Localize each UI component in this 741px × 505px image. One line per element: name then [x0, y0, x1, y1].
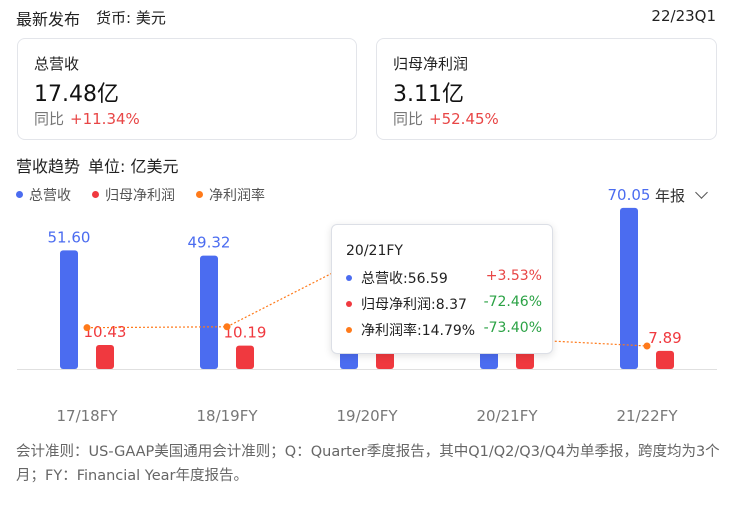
legend-dot [196, 191, 203, 198]
revenue-trend-title: 营收趋势 单位: 亿美元 [16, 153, 179, 177]
bar-revenue [60, 250, 78, 369]
tooltip-row-label: 净利润率:14.79% [361, 323, 476, 339]
legend-item-net-margin[interactable]: 净利润率 [196, 185, 265, 205]
yoy-value: +11.34% [70, 110, 140, 128]
yoy-value: +52.45% [429, 110, 499, 128]
unit-label: 单位: 亿美元 [88, 157, 179, 176]
data-label-net-profit: 7.89 [648, 329, 681, 347]
tooltip-row-label: 归母净利润:8.37 [361, 297, 467, 313]
legend-dot [92, 191, 99, 198]
card-value: 3.11亿 [393, 82, 464, 107]
tooltip-dot [346, 327, 352, 333]
period-dropdown[interactable]: 年报 [655, 185, 708, 206]
currency-label: 货币: 美元 [96, 9, 166, 27]
header: 最新发布 货币: 美元 22/23Q1 [16, 6, 716, 29]
tooltip-row-change: -73.40% [483, 320, 542, 336]
x-tick-label: 19/20FY [336, 407, 398, 425]
period-dropdown-label: 年报 [655, 187, 686, 205]
legend-label: 总营收 [29, 188, 71, 204]
trend-title: 营收趋势 [16, 157, 81, 176]
legend-item-net-profit[interactable]: 归母净利润 [92, 185, 175, 205]
data-label-net-profit: 10.19 [224, 324, 267, 342]
tooltip-row-change: -72.46% [483, 294, 542, 310]
legend-label: 净利润率 [209, 188, 265, 204]
tooltip-row-net-margin: 净利润率:14.79% -73.40% [346, 320, 542, 340]
revenue-card[interactable]: 总营收 17.48亿 同比 +11.34% [17, 38, 357, 140]
card-value: 17.48亿 [34, 82, 119, 107]
point-net-margin [223, 323, 231, 331]
tooltip-dot [346, 275, 352, 281]
point-net-margin [643, 342, 651, 350]
data-label-net-profit: 10.43 [84, 323, 127, 341]
data-label-revenue: 49.32 [188, 234, 231, 252]
bar-net-profit [96, 345, 114, 369]
tooltip-row-net-profit: 归母净利润:8.37 -72.46% [346, 294, 542, 314]
net-profit-card[interactable]: 归母净利润 3.11亿 同比 +52.45% [376, 38, 717, 140]
x-tick-label: 21/22FY [616, 407, 678, 425]
bar-net-profit [236, 345, 254, 369]
card-label: 总营收 [34, 55, 80, 73]
yoy-change: 同比 +11.34% [34, 108, 140, 129]
bar-revenue [200, 255, 218, 369]
yoy-label: 同比 [34, 110, 65, 128]
chart-tooltip: 20/21FY 总营收:56.59 +3.53% 归母净利润:8.37 -72.46… [331, 224, 553, 354]
data-label-revenue: 70.05 [608, 186, 651, 204]
bar-revenue [620, 207, 638, 369]
legend-label: 归母净利润 [105, 188, 175, 204]
tooltip-title: 20/21FY [346, 243, 403, 259]
bar-net-profit [656, 350, 674, 369]
section-title-latest: 最新发布 [16, 10, 81, 29]
x-tick-label: 18/19FY [196, 407, 258, 425]
x-tick-label: 20/21FY [476, 407, 538, 425]
legend-dot [16, 191, 23, 198]
bar-net-profit [516, 349, 534, 369]
tooltip-row-change: +3.53% [485, 268, 542, 284]
data-label-revenue: 51.60 [48, 228, 91, 246]
tooltip-row-label: 总营收:56.59 [361, 271, 448, 287]
yoy-label: 同比 [393, 110, 424, 128]
yoy-change: 同比 +52.45% [393, 108, 499, 129]
card-label: 归母净利润 [393, 55, 469, 73]
legend-item-revenue[interactable]: 总营收 [16, 185, 71, 205]
x-tick-label: 17/18FY [56, 407, 118, 425]
tooltip-row-revenue: 总营收:56.59 +3.53% [346, 268, 542, 288]
accounting-footnote: 会计准则：US-GAAP美国通用会计准则；Q：Quarter季度报告，其中Q1/… [16, 444, 720, 484]
report-period: 22/23Q1 [651, 7, 716, 25]
point-net-margin [83, 324, 91, 332]
tooltip-dot [346, 301, 352, 307]
